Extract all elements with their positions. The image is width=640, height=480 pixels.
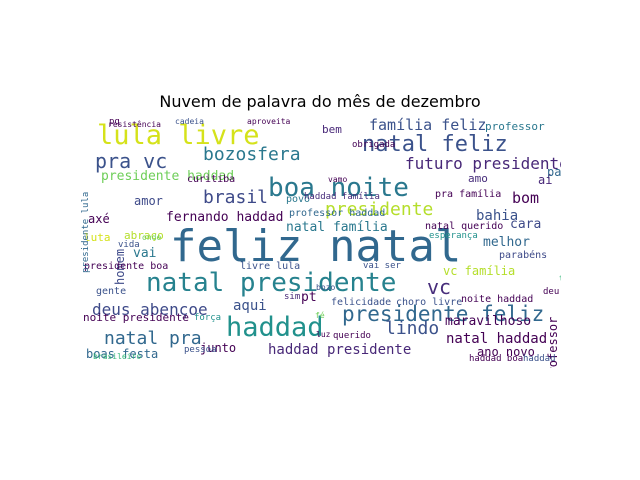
- cloud-word: gente: [96, 286, 127, 297]
- cloud-word: bozosfera: [203, 144, 301, 165]
- cloud-word: ta: [559, 275, 561, 283]
- cloud-word: deus abençoe: [92, 300, 208, 319]
- cloud-word: aproveita: [247, 117, 291, 126]
- cloud-word: vai ser: [363, 261, 401, 271]
- cloud-word: resistência: [108, 120, 161, 129]
- cloud-word: choro livre: [396, 297, 463, 308]
- cloud-word: vamo: [328, 175, 348, 184]
- cloud-word: curitiba: [187, 174, 236, 185]
- cloud-word: melhor: [483, 235, 530, 250]
- cloud-word: boa noite: [268, 173, 409, 203]
- cloud-word: natal feliz: [362, 132, 508, 157]
- cloud-word: bom: [512, 189, 540, 207]
- cloud-word: junto: [200, 341, 237, 355]
- cloud-word: presidente lula: [81, 191, 91, 273]
- cloud-word: haddad boa: [469, 354, 524, 364]
- cloud-word: fernando haddad: [166, 210, 284, 225]
- cloud-word: presidente boa: [84, 261, 169, 272]
- cloud-word: vc família: [443, 264, 516, 278]
- cloud-word: bem: [322, 123, 342, 136]
- cloud-word: pt: [301, 290, 317, 305]
- cloud-word: amor: [134, 194, 163, 208]
- cloud-word: maravilhoso: [445, 314, 532, 329]
- cloud-word: livre lula: [240, 261, 301, 272]
- cloud-word: cadeia: [175, 117, 204, 126]
- cloud-word: luta: [84, 231, 111, 244]
- cloud-word: futuro presidente: [405, 154, 561, 173]
- cloud-word: aqui: [233, 298, 267, 314]
- cloud-word: boas festa: [86, 347, 159, 361]
- cloud-word: professor: [485, 120, 545, 133]
- cloud-word: natal presidente: [146, 268, 397, 298]
- cloud-word: presidente feliz: [342, 302, 545, 326]
- cloud-word: família feliz: [369, 117, 487, 134]
- cloud-word: país: [547, 165, 561, 179]
- cloud-word: parabéns: [499, 250, 548, 261]
- cloud-word: vc: [427, 275, 452, 299]
- cloud-word: natal família: [286, 220, 388, 235]
- cloud-word: abraço: [124, 229, 164, 242]
- cloud-word: povo: [286, 194, 311, 205]
- cloud-word: natal pra: [104, 328, 202, 349]
- cloud-word: pq: [109, 117, 120, 127]
- cloud-word: noite haddad: [461, 294, 534, 305]
- word-cloud: feliz natal natal presidente boa noite l…: [80, 117, 561, 368]
- cloud-word: brasileiro: [93, 352, 142, 361]
- cloud-word: obrigada: [352, 140, 396, 150]
- cloud-word: presidente: [325, 199, 434, 220]
- cloud-word: querido: [333, 331, 371, 341]
- cloud-word: lula livre: [97, 120, 260, 151]
- cloud-word: lindo: [385, 318, 440, 339]
- cloud-word: amo: [468, 172, 488, 185]
- cloud-word: cara: [510, 217, 542, 232]
- figure-title: Nuvem de palavra do mês de dezembro: [159, 92, 481, 111]
- cloud-word: onde: [142, 233, 162, 242]
- cloud-word: natal haddad: [446, 331, 548, 347]
- cloud-word: haddad presidente: [268, 342, 412, 358]
- cloud-word: haddad família: [304, 192, 380, 202]
- cloud-word: esperança: [429, 231, 478, 241]
- cloud-word: pessoa: [184, 345, 217, 355]
- cloud-word: pra vc: [95, 149, 168, 173]
- cloud-word: fé: [315, 311, 325, 320]
- cloud-word: aí: [538, 173, 553, 187]
- cloud-word: pra família: [435, 189, 502, 200]
- cloud-word: presidente haddad: [101, 169, 235, 184]
- cloud-word: sim: [284, 292, 301, 302]
- cloud-word: brasil: [203, 187, 269, 208]
- cloud-word: felicidade: [331, 297, 392, 308]
- cloud-word: bahia: [476, 208, 519, 224]
- cloud-word: força: [194, 313, 222, 323]
- cloud-word: feliz natal: [170, 221, 462, 272]
- cloud-word: professor haddad: [289, 208, 386, 219]
- cloud-word: deu: [543, 287, 560, 297]
- cloud-word: noite presidente: [83, 311, 189, 324]
- cloud-word: natal querido: [425, 221, 504, 232]
- cloud-word: bozo: [316, 283, 336, 292]
- cloud-word: haddad vc: [523, 354, 561, 364]
- cloud-word: vai: [133, 246, 157, 261]
- cloud-word: vida: [118, 240, 140, 250]
- cloud-word: luz: [316, 330, 331, 339]
- cloud-word: axé: [88, 212, 110, 226]
- cloud-word: haddad: [226, 312, 324, 343]
- cloud-word: ano novo: [477, 345, 535, 359]
